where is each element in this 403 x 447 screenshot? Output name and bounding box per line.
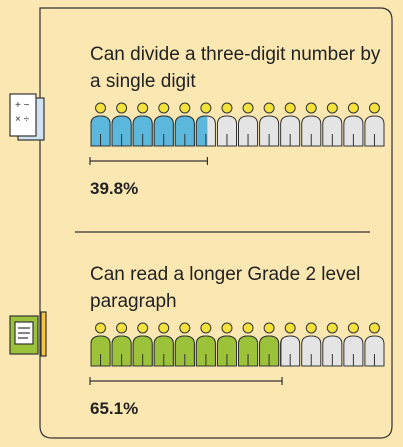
- person-head: [158, 102, 170, 114]
- svg-text:× ÷: × ÷: [15, 114, 30, 125]
- person-body: [301, 335, 322, 367]
- person-body-filled: [216, 335, 237, 367]
- person-body: [280, 115, 301, 147]
- person-head: [95, 322, 107, 334]
- value-label: 65.1%: [90, 399, 138, 418]
- person-head: [116, 102, 128, 114]
- person-head: [242, 322, 254, 334]
- person-body-filled: [132, 335, 153, 367]
- person-head: [284, 322, 296, 334]
- person-body-filled: [90, 115, 111, 147]
- person-head: [263, 322, 275, 334]
- person-head: [158, 322, 170, 334]
- person-head: [242, 102, 254, 114]
- person-body: [322, 115, 343, 147]
- value-label: 39.8%: [90, 179, 138, 198]
- person-body: [343, 335, 364, 367]
- card-border: [39, 7, 393, 439]
- panel-title: Can divide a three-digit number by a sin…: [90, 44, 381, 92]
- person-head: [347, 322, 359, 334]
- person-head: [305, 322, 317, 334]
- person-head: [221, 102, 233, 114]
- person-head: [347, 102, 359, 114]
- person-body-filled: [90, 335, 111, 367]
- person-head: [179, 102, 191, 114]
- person-body-filled: [153, 115, 174, 147]
- person-head: [326, 102, 338, 114]
- person-body: [364, 335, 385, 367]
- person-body-filled: [174, 335, 195, 367]
- person-body-filled: [195, 335, 216, 367]
- person-head: [263, 102, 275, 114]
- person-head: [95, 102, 107, 114]
- person-head: [200, 102, 212, 114]
- person-body: [216, 115, 237, 147]
- person-head: [179, 322, 191, 334]
- person-body-filled: [195, 115, 208, 147]
- math-icon: + − × ÷: [9, 93, 45, 141]
- person-body-filled: [280, 338, 283, 367]
- person-head: [116, 322, 128, 334]
- person-body-filled: [259, 335, 280, 367]
- person-head: [368, 102, 380, 114]
- panel-title: Can read a longer Grade 2 level paragrap…: [90, 264, 361, 312]
- filled-people: [90, 115, 208, 147]
- person-body: [364, 115, 385, 147]
- person-body: [238, 115, 259, 147]
- person-head: [305, 102, 317, 114]
- person-body: [301, 115, 322, 147]
- person-head: [137, 102, 149, 114]
- person-head: [368, 322, 380, 334]
- person-body-filled: [153, 335, 174, 367]
- person-body-filled: [111, 115, 132, 147]
- person-head: [284, 102, 296, 114]
- person-body-filled: [238, 335, 259, 367]
- book-icon: [9, 311, 47, 357]
- person-body: [280, 335, 301, 367]
- person-body-filled: [174, 115, 195, 147]
- person-head: [137, 322, 149, 334]
- person-body-filled: [132, 115, 153, 147]
- person-head: [200, 322, 212, 334]
- person-body-filled: [111, 335, 132, 367]
- person-body: [343, 115, 364, 147]
- person-head: [326, 322, 338, 334]
- person-head: [221, 322, 233, 334]
- filled-people: [90, 335, 283, 367]
- person-body: [322, 335, 343, 367]
- person-body: [259, 115, 280, 147]
- svg-text:+ −: + −: [15, 100, 30, 111]
